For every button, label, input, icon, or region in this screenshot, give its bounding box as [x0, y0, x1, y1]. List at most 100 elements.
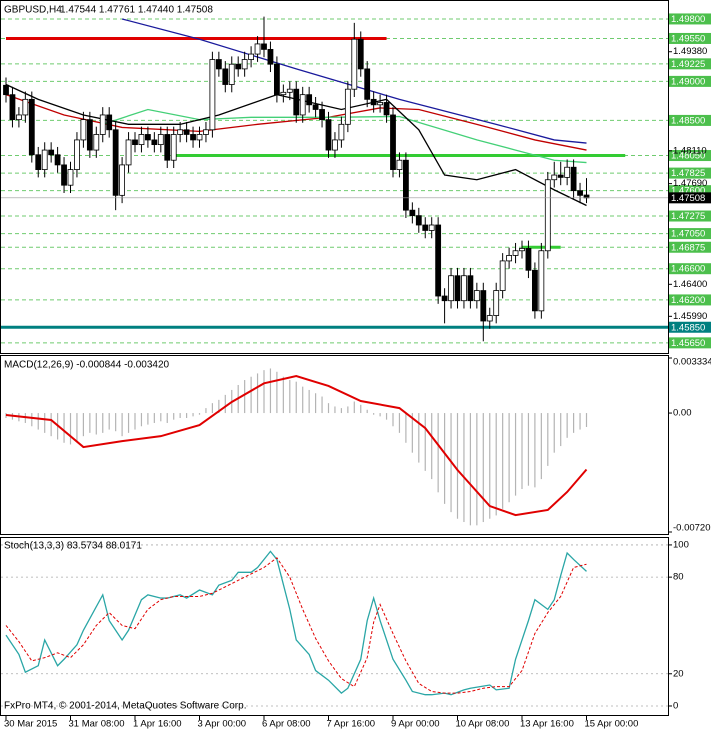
candle-body: [512, 250, 519, 256]
level-tick-label: 1.46200: [671, 295, 705, 306]
candle-body: [390, 114, 396, 170]
candle-body: [319, 109, 325, 121]
y-tick-label: 1.47690: [673, 178, 707, 189]
candle-body: [448, 275, 454, 302]
x-tick-label: 15 Apr 00:00: [585, 719, 639, 730]
candle-body: [544, 179, 551, 252]
candle-body: [61, 164, 67, 186]
level-tick-label: 1.47600: [671, 186, 705, 197]
candle-body: [338, 123, 345, 141]
candle-body: [196, 134, 203, 141]
level-label-box: [669, 58, 711, 70]
candle-body: [441, 295, 448, 302]
candle-body: [461, 275, 467, 302]
candle-body: [80, 119, 87, 141]
level-tick-label: 1.45650: [671, 338, 705, 349]
candle-body: [222, 68, 229, 85]
level-tick-label: 1.47275: [671, 211, 705, 222]
y-tick-label: 20: [673, 668, 684, 679]
candle-body: [164, 134, 171, 161]
candle-body: [577, 190, 583, 196]
candle-body: [112, 129, 119, 196]
x-tick-label: 13 Apr 16:00: [520, 719, 574, 730]
candle-body: [157, 134, 164, 146]
candle-body: [325, 119, 332, 151]
level-label-box: [669, 210, 711, 222]
candle-body: [415, 215, 422, 226]
x-tick-label: 7 Apr 16:00: [327, 719, 376, 730]
y-tick-label: 0.003334: [673, 357, 711, 368]
candle-body: [480, 290, 487, 322]
candle-body: [209, 59, 216, 131]
candle-body: [280, 91, 287, 96]
candle-body: [119, 164, 125, 196]
candle-body: [15, 114, 22, 121]
macd-panel: [5, 368, 588, 526]
candle-body: [293, 88, 300, 116]
candle-body: [54, 154, 61, 166]
candle-body: [22, 98, 29, 116]
candle-body: [551, 174, 558, 181]
stoch-signal: [5, 557, 587, 694]
candle-body: [267, 48, 274, 65]
candle-body: [409, 209, 416, 217]
level-tick-label: 1.47050: [671, 229, 705, 240]
y-tick-label: 1.45990: [673, 311, 707, 322]
candle-body: [519, 248, 525, 252]
quote-values: 1.47544 1.47761 1.47440 1.47508: [60, 5, 213, 16]
y-tick-label: 0.00: [673, 408, 692, 419]
candle-body: [402, 159, 409, 211]
level-tick-label: 1.49800: [671, 14, 705, 25]
x-tick-label: 30 Mar 2015: [4, 719, 57, 730]
level-label-box: [669, 294, 711, 306]
level-label-box: [669, 32, 711, 44]
level-tick-label: 1.48050: [671, 151, 705, 162]
candle-body: [538, 250, 545, 312]
x-tick-label: 9 Apr 00:00: [391, 719, 440, 730]
candle-body: [383, 102, 390, 116]
candle-body: [177, 129, 184, 135]
candle-body: [332, 139, 338, 151]
y-tick-label: 1.49380: [673, 46, 707, 57]
candle-body: [106, 114, 113, 131]
candle-body: [241, 59, 248, 70]
x-tick-label: 3 Apr 00:00: [198, 719, 247, 730]
candle-body: [35, 154, 42, 170]
candle-body: [364, 68, 371, 100]
candle-body: [525, 248, 532, 271]
x-tick-label: 31 Mar 08:00: [69, 719, 125, 730]
candle-body: [583, 194, 590, 199]
level-label-box: [669, 263, 711, 275]
candle-body: [467, 275, 474, 302]
level-label-box: [669, 167, 711, 179]
candle-body: [138, 134, 145, 146]
level-label-box: [669, 75, 711, 87]
level-tick-label: 1.45850: [671, 322, 705, 333]
level-tick-label: 1.48500: [671, 115, 705, 126]
candle-body: [532, 269, 538, 312]
candle-body: [228, 63, 235, 85]
candle-body: [306, 94, 313, 106]
y-tick-label: 1.46400: [673, 279, 707, 290]
y-tick-label: 80: [673, 572, 684, 583]
candle-body: [299, 94, 306, 116]
candle-body: [48, 149, 55, 156]
candle-body: [74, 139, 80, 170]
level-tick-label: 1.47825: [671, 168, 705, 179]
y-tick-label: 0: [673, 700, 678, 711]
candle-body: [67, 169, 74, 186]
candle-body: [564, 166, 571, 178]
candle-body: [422, 224, 429, 231]
candle-body: [235, 63, 242, 70]
candle-body: [357, 38, 364, 70]
macd-title: MACD(12,26,9) -0.000844 -0.003420: [4, 360, 170, 371]
candle-body: [99, 114, 106, 135]
candle-body: [248, 53, 255, 60]
stoch-panel: [1, 544, 668, 707]
level-label-box: [669, 13, 711, 25]
level-label-box: [669, 150, 711, 162]
candle-body: [273, 63, 280, 96]
level-tick-label: 1.49225: [671, 59, 705, 70]
candle-body: [254, 43, 261, 55]
